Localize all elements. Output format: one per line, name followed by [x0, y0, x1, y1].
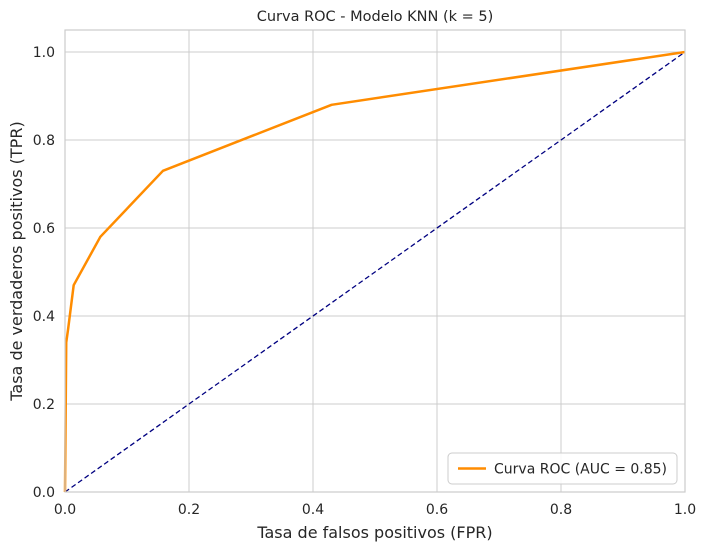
- y-tick-label: 0.2: [33, 397, 55, 413]
- series-layer: [63, 50, 686, 493]
- x-tick-label: 0.4: [302, 502, 324, 518]
- x-tick-label: 0.6: [426, 502, 448, 518]
- y-tick-label: 0.4: [33, 309, 55, 325]
- x-tick-label: 1.0: [674, 502, 696, 518]
- x-axis-label: Tasa de falsos positivos (FPR): [256, 523, 492, 542]
- tick-labels: 0.0 0.2 0.4 0.6 0.8 1.0 0.0 0.2 0.4 0.6 0.8 1.0: [33, 45, 696, 518]
- y-tick-label: 1.0: [33, 45, 55, 61]
- y-tick-label: 0.0: [33, 485, 55, 501]
- y-axis-label: Tasa de verdaderos positivos (TPR): [7, 121, 26, 401]
- legend: Curva ROC (AUC = 0.85): [447, 452, 678, 485]
- grid: [64, 30, 686, 493]
- plot-frame: [64, 29, 686, 493]
- x-tick-label: 0.2: [178, 502, 200, 518]
- chart-title: Curva ROC - Modelo KNN (k = 5): [257, 9, 494, 25]
- legend-label: Curva ROC (AUC = 0.85): [494, 462, 667, 478]
- plot-area: [65, 30, 685, 492]
- reference-diagonal-line: [64, 51, 686, 493]
- y-tick-label: 0.6: [33, 221, 55, 237]
- x-tick-label: 0.8: [550, 502, 572, 518]
- roc-curve-line: [63, 50, 686, 493]
- legend-box: [447, 452, 678, 485]
- y-tick-label: 0.8: [33, 133, 55, 149]
- x-tick-label: 0.0: [54, 502, 76, 518]
